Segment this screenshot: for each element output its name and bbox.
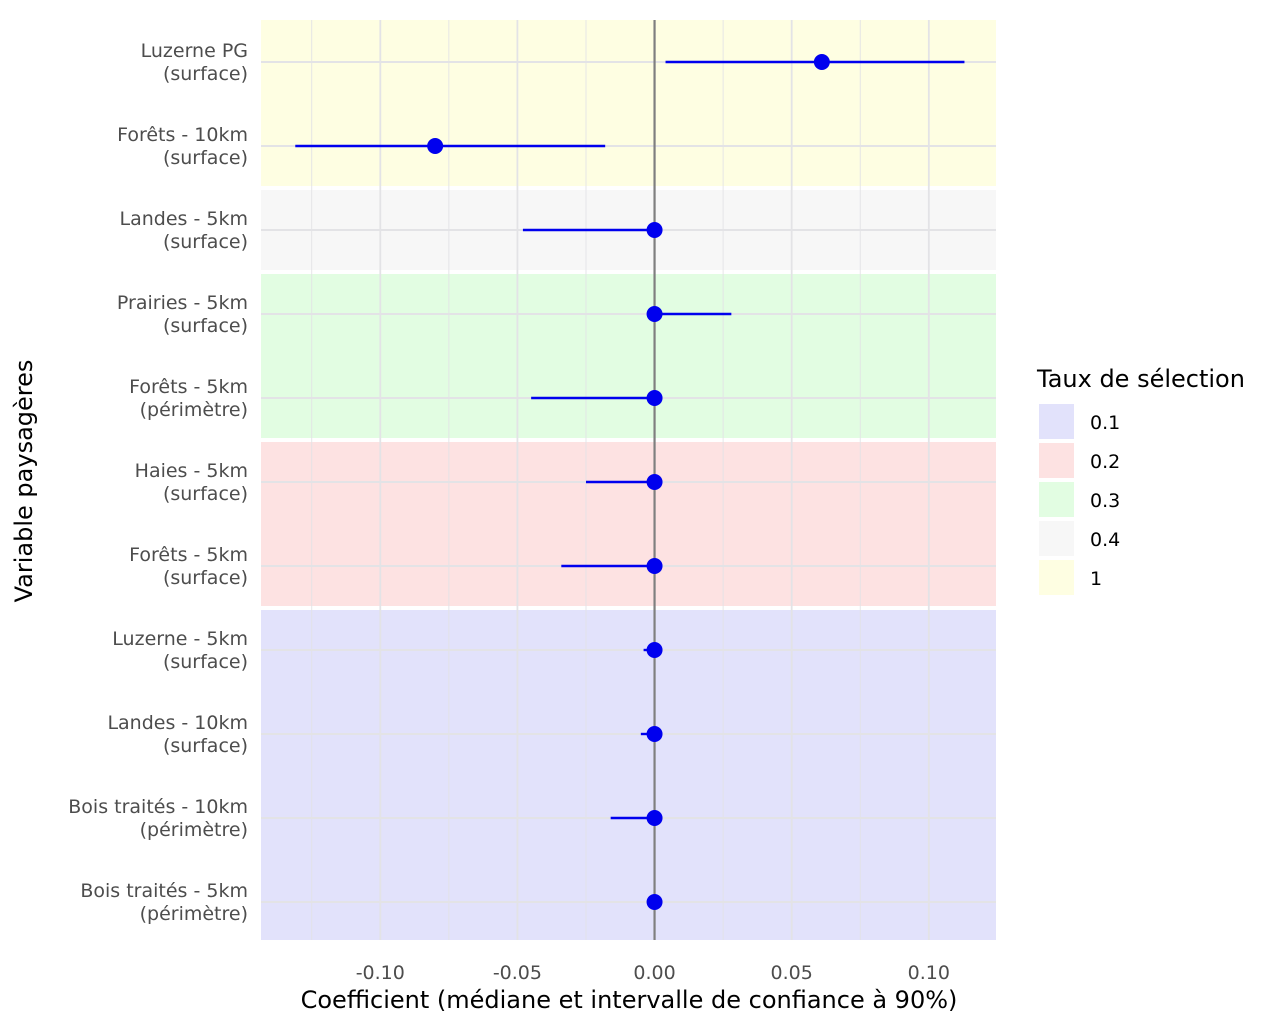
y-tick-label: Prairies - 5km xyxy=(117,292,248,314)
legend-label: 0.1 xyxy=(1090,412,1120,434)
legend-label: 0.3 xyxy=(1090,490,1120,512)
legend-key xyxy=(1039,482,1074,517)
median-point xyxy=(646,474,663,490)
y-tick-label: (périmètre) xyxy=(140,399,248,421)
selection-rate-bands xyxy=(261,20,996,940)
legend-entries: 0.1 0.2 0.3 0.4 1 xyxy=(1039,404,1120,595)
legend-key xyxy=(1039,521,1074,556)
y-tick-label: (périmètre) xyxy=(140,903,248,925)
median-point xyxy=(646,390,663,406)
x-tick-labels: -0.10 -0.05 0.00 0.05 0.10 xyxy=(356,962,950,984)
legend-label: 1 xyxy=(1090,568,1102,590)
y-tick-label: Landes - 10km xyxy=(107,712,248,734)
y-tick-label: (surface) xyxy=(163,567,248,589)
median-point xyxy=(646,222,663,238)
y-axis-title: Variable paysagères xyxy=(10,360,38,603)
x-tick-label: 0.10 xyxy=(908,962,950,984)
legend-label: 0.2 xyxy=(1090,451,1120,473)
band-0-2 xyxy=(261,442,996,606)
y-tick-label: Forêts - 10km xyxy=(117,124,248,146)
band-0-1 xyxy=(261,610,996,940)
y-tick-label: Forêts - 5km xyxy=(129,544,248,566)
y-tick-label: Haies - 5km xyxy=(135,460,248,482)
y-tick-label: (surface) xyxy=(163,63,248,85)
y-tick-labels: Luzerne PG(surface)Forêts - 10km(surface… xyxy=(68,40,248,925)
y-tick-label: (périmètre) xyxy=(140,819,248,841)
y-tick-label: (surface) xyxy=(163,735,248,757)
y-tick-label: Landes - 5km xyxy=(120,208,248,230)
median-point xyxy=(646,894,663,910)
y-tick-label: (surface) xyxy=(163,147,248,169)
y-tick-label: Luzerne PG xyxy=(141,40,248,62)
y-tick-label: (surface) xyxy=(163,483,248,505)
legend-key xyxy=(1039,404,1074,439)
legend-key xyxy=(1039,560,1074,595)
median-point xyxy=(427,138,444,154)
x-axis-title: Coefficient (médiane et intervalle de co… xyxy=(301,986,958,1012)
legend-label: 0.4 xyxy=(1090,529,1120,551)
y-tick-label: (surface) xyxy=(163,651,248,673)
band-1 xyxy=(261,20,996,186)
x-tick-label: 0.00 xyxy=(633,962,675,984)
y-tick-label: Bois traités - 5km xyxy=(80,880,248,902)
legend-title: Taux de sélection xyxy=(1036,365,1245,393)
median-point xyxy=(646,810,663,826)
y-tick-label: (surface) xyxy=(163,231,248,253)
y-tick-label: Forêts - 5km xyxy=(129,376,248,398)
x-tick-label: -0.05 xyxy=(493,962,542,984)
legend-key xyxy=(1039,443,1074,478)
x-tick-label: 0.05 xyxy=(771,962,813,984)
y-tick-label: Luzerne - 5km xyxy=(112,628,248,650)
median-point xyxy=(646,558,663,574)
median-point xyxy=(646,306,663,322)
x-tick-label: -0.10 xyxy=(356,962,405,984)
legend: Taux de sélection 0.1 0.2 0.3 0.4 1 xyxy=(1036,365,1245,595)
median-point xyxy=(646,726,663,742)
median-point xyxy=(646,642,663,658)
y-tick-label: (surface) xyxy=(163,315,248,337)
median-points xyxy=(427,54,830,910)
median-point xyxy=(813,54,830,70)
band-0-3 xyxy=(261,274,996,438)
y-tick-label: Bois traités - 10km xyxy=(68,796,248,818)
